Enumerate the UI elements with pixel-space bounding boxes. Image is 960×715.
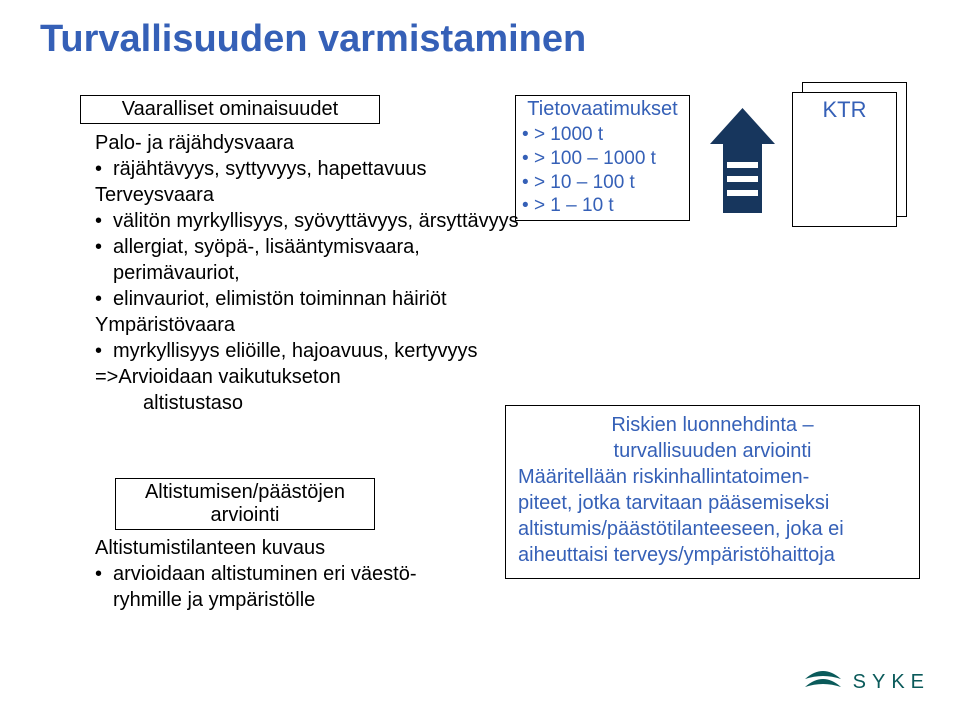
- haz-l4a: =>Arvioidaan vaikutukseton: [95, 364, 535, 390]
- alt-l2a: arvioidaan altistuminen eri väestö-: [95, 561, 515, 587]
- risk-body2: piteet, jotka tarvitaan pääsemiseksi: [518, 490, 907, 516]
- tieto-item-3: • > 1 – 10 t: [522, 194, 683, 218]
- alt-l2b: ryhmille ja ympäristölle: [95, 587, 515, 613]
- arrow-icon: [710, 108, 775, 213]
- haz-l2: Terveysvaara: [95, 182, 535, 208]
- haz-l3: Ympäristövaara: [95, 312, 535, 338]
- exposure-header-box: Altistumisen/päästöjen arviointi: [115, 478, 375, 530]
- tieto-item-1-text: > 100 – 1000 t: [534, 148, 656, 169]
- tieto-item-0: • > 1000 t: [522, 123, 683, 147]
- haz-l2c: elinvauriot, elimistön toiminnan häiriöt: [95, 286, 535, 312]
- logo-icon: [803, 667, 843, 697]
- exposure-header-line1: Altistumisen/päästöjen: [124, 481, 366, 504]
- tieto-item-3-text: > 1 – 10 t: [534, 195, 614, 216]
- risk-body4: aiheuttaisi terveys/ympäristöhaittoja: [518, 542, 907, 568]
- logo: SYKE: [803, 667, 930, 697]
- exposure-list: Altistumistilanteen kuvaus arvioidaan al…: [95, 535, 515, 613]
- risk-body1: Määritellään riskinhallintatoimen-: [518, 464, 907, 490]
- logo-text: SYKE: [853, 671, 930, 694]
- risk-body3: altistumis/päästötilanteeseen, joka ei: [518, 516, 907, 542]
- page-title: Turvallisuuden varmistaminen: [40, 18, 586, 61]
- haz-l4b: altistustaso: [95, 390, 535, 416]
- risk-line2: turvallisuuden arviointi: [518, 438, 907, 464]
- tieto-item-0-text: > 1000 t: [534, 124, 603, 145]
- hazard-list: Palo- ja räjähdysvaara räjähtävyys, sytt…: [95, 130, 535, 416]
- risk-box: Riskien luonnehdinta – turvallisuuden ar…: [505, 405, 920, 579]
- hazard-header-box: Vaaralliset ominaisuudet: [80, 95, 380, 124]
- alt-l1: Altistumistilanteen kuvaus: [95, 535, 515, 561]
- tieto-header: Tietovaatimukset: [522, 98, 683, 121]
- tieto-item-1: • > 100 – 1000 t: [522, 147, 683, 171]
- haz-l1a: räjähtävyys, syttyvyys, hapettavuus: [95, 156, 535, 182]
- haz-l3a: myrkyllisyys eliöille, hajoavuus, kertyv…: [95, 338, 535, 364]
- haz-l1: Palo- ja räjähdysvaara: [95, 130, 535, 156]
- tieto-item-2-text: > 10 – 100 t: [534, 172, 635, 193]
- ktr-box-front: KTR: [792, 92, 897, 227]
- slide: Turvallisuuden varmistaminen Vaaralliset…: [0, 0, 960, 715]
- tieto-item-2: • > 10 – 100 t: [522, 171, 683, 195]
- ktr-stack: KTR: [792, 82, 907, 227]
- haz-l2a: välitön myrkyllisyys, syövyttävyys, ärsy…: [95, 208, 535, 234]
- info-requirements-box: Tietovaatimukset • > 1000 t • > 100 – 10…: [515, 95, 690, 221]
- ktr-label: KTR: [823, 97, 867, 122]
- risk-line1: Riskien luonnehdinta –: [518, 412, 907, 438]
- haz-l2b: allergiat, syöpä-, lisääntymisvaara, per…: [95, 234, 535, 286]
- exposure-header-line2: arviointi: [124, 504, 366, 527]
